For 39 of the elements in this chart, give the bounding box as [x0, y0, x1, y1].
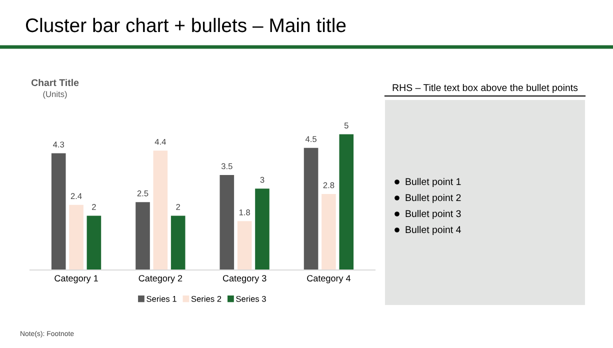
text: Bullet point 4	[406, 226, 461, 236]
data-label: 2.4	[70, 193, 82, 199]
text: Cluster bar chart + bullets – Main title	[26, 18, 346, 32]
text: Bullet point 1	[406, 178, 461, 188]
data-label: 2	[176, 204, 180, 210]
bar	[237, 221, 252, 270]
x-tick-label: Category 4	[307, 275, 351, 284]
bar	[86, 216, 102, 270]
legend-label: Series 3	[236, 296, 266, 302]
data-label: 2	[92, 204, 96, 210]
text: Bullet point 3	[406, 210, 461, 220]
text: RHS – Title text box above the bullet points	[392, 84, 578, 94]
data-label: 4.3	[53, 142, 64, 148]
data-label: 1.8	[239, 209, 250, 216]
bar	[339, 134, 354, 270]
text: Bullet point 2	[406, 194, 461, 204]
data-label: 3	[260, 176, 264, 183]
data-label: 4.4	[154, 138, 166, 145]
legend-label: Series 2	[191, 296, 222, 302]
bar	[220, 175, 234, 270]
x-tick-label: Category 3	[222, 275, 266, 284]
chart-title: Chart Title	[31, 78, 79, 86]
bar	[153, 150, 168, 270]
bar	[69, 204, 84, 270]
data-label: 2.5	[137, 190, 148, 196]
x-tick-label: Category 2	[138, 275, 182, 284]
data-label: 4.5	[305, 136, 316, 142]
x-tick-label: Category 1	[54, 275, 98, 284]
bar	[304, 148, 318, 270]
bar	[322, 194, 336, 270]
data-label: 2.8	[323, 182, 334, 188]
bar	[255, 188, 270, 270]
chart-subtitle: (Units)	[43, 90, 67, 99]
legend-label: Series 1	[146, 296, 176, 302]
bar	[51, 153, 66, 270]
data-label: 5	[344, 122, 348, 128]
bar	[136, 202, 150, 270]
data-label: 3.5	[221, 163, 232, 170]
bar	[170, 216, 186, 270]
